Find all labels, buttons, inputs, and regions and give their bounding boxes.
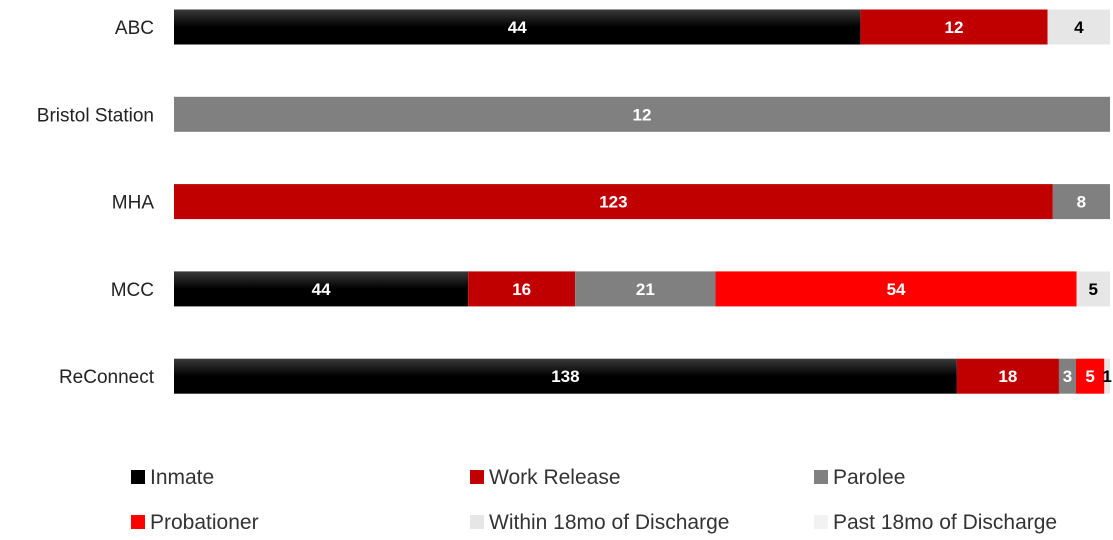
bar-segment: [174, 358, 957, 394]
legend-label: Inmate: [150, 466, 214, 489]
bar-segment: [1047, 9, 1110, 45]
data-label: 21: [636, 280, 655, 299]
bar-segment: [860, 9, 1048, 45]
data-label: 4: [1074, 18, 1084, 37]
data-label: 1: [1102, 367, 1111, 386]
bar-segment: [174, 184, 1053, 220]
bar-segment: [174, 96, 1110, 132]
bar-segment: [715, 271, 1077, 307]
bar-segment: [174, 271, 469, 307]
bar-segment: [575, 271, 716, 307]
legend-swatch: [470, 515, 484, 529]
category-label: ReConnect: [59, 367, 155, 388]
legend-swatch: [470, 470, 484, 484]
category-label: MCC: [111, 280, 154, 301]
plot-area: ABC 44 12 4 Bristol Station 12 MHA 123 8 MCC 44 16 2…: [37, 9, 1112, 394]
data-label: 16: [512, 280, 531, 299]
data-label: 54: [887, 280, 906, 299]
legend: Inmate Work Release Parolee Probationer With…: [131, 466, 1057, 534]
data-label: 5: [1089, 280, 1098, 299]
legend-label: Within 18mo of Discharge: [489, 511, 729, 534]
data-label: 3: [1063, 367, 1072, 386]
bar-segment: [1058, 358, 1076, 394]
legend-label: Work Release: [489, 466, 621, 489]
legend-label: Past 18mo of Discharge: [833, 511, 1057, 534]
legend-label: Probationer: [150, 511, 259, 534]
legend-label: Parolee: [833, 466, 905, 489]
data-label: 44: [508, 18, 527, 37]
bar-segment: [956, 358, 1059, 394]
bar-segment: [1076, 271, 1110, 307]
bar-segment: [174, 9, 861, 45]
legend-swatch: [814, 515, 828, 529]
legend-swatch: [131, 515, 145, 529]
data-label: 12: [945, 18, 964, 37]
data-label: 5: [1085, 367, 1094, 386]
category-label: ABC: [115, 18, 154, 39]
category-label: Bristol Station: [37, 105, 154, 126]
data-label: 12: [633, 105, 652, 124]
bar-segment: [1104, 358, 1110, 394]
category-label: MHA: [112, 193, 155, 214]
legend-swatch: [131, 470, 145, 484]
bar-segment: [1075, 358, 1105, 394]
data-label: 18: [998, 367, 1017, 386]
data-label: 123: [599, 193, 627, 212]
data-label: 8: [1077, 193, 1086, 212]
data-label: 138: [551, 367, 579, 386]
legend-swatch: [814, 470, 828, 484]
bar-segment: [1052, 184, 1110, 220]
data-label: 44: [312, 280, 331, 299]
bar-segment: [468, 271, 576, 307]
